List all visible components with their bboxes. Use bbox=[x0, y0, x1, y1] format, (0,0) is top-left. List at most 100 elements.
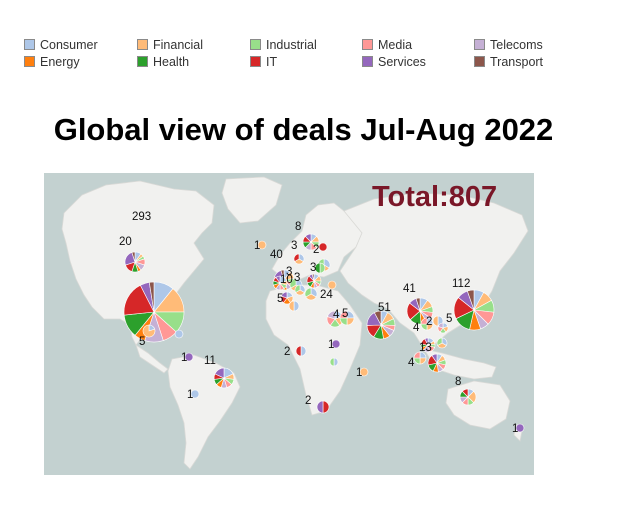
count-label-india: 41 bbox=[403, 283, 416, 295]
pie-slice-transport[interactable] bbox=[415, 297, 421, 312]
pie-slice-industrial[interactable] bbox=[304, 287, 312, 298]
count-label-singapore: 13 bbox=[419, 342, 432, 354]
legend-item-consumer[interactable]: Consumer bbox=[24, 36, 137, 53]
pie-slice-media[interactable] bbox=[339, 310, 348, 319]
legend-item-telecoms[interactable]: Telecoms bbox=[474, 36, 586, 53]
pie-switzerland[interactable] bbox=[294, 284, 306, 296]
count-label-china: 112 bbox=[452, 278, 470, 290]
pie-slice-services[interactable] bbox=[431, 353, 438, 364]
pie-east-africa[interactable] bbox=[331, 339, 341, 349]
pie-slice-industrial[interactable] bbox=[289, 278, 297, 289]
pie-slice-health[interactable] bbox=[314, 262, 321, 274]
pie-spain[interactable] bbox=[280, 291, 294, 305]
pie-chile[interactable] bbox=[190, 389, 200, 399]
pie-slice-services[interactable] bbox=[280, 291, 288, 299]
count-label-canada: 20 bbox=[119, 236, 132, 248]
pie-iceland[interactable] bbox=[257, 240, 267, 250]
pie-philippines[interactable] bbox=[436, 337, 448, 349]
legend-item-it[interactable]: IT bbox=[250, 53, 362, 70]
pie-slice-industrial[interactable] bbox=[294, 284, 301, 293]
pie-indonesia[interactable] bbox=[427, 353, 447, 373]
pie-slice-financial[interactable] bbox=[432, 315, 439, 327]
pie-slice-media[interactable] bbox=[420, 317, 428, 325]
pie-caribbean[interactable] bbox=[174, 329, 184, 339]
pie-israel[interactable] bbox=[326, 310, 344, 328]
pie-slice-it[interactable] bbox=[295, 345, 302, 357]
pie-canada[interactable] bbox=[124, 251, 146, 273]
pie-new-zealand[interactable] bbox=[515, 423, 525, 433]
pie-slice-it[interactable] bbox=[318, 242, 328, 252]
pie-france[interactable] bbox=[272, 275, 288, 291]
pie-slice-services[interactable] bbox=[184, 352, 194, 362]
pie-south-africa[interactable] bbox=[316, 400, 330, 414]
pie-slice-financial[interactable] bbox=[359, 367, 369, 377]
pie-slice-consumer[interactable] bbox=[190, 389, 200, 399]
legend-item-services[interactable]: Services bbox=[362, 53, 474, 70]
pie-slice-financial[interactable] bbox=[257, 240, 267, 250]
deal-pies[interactable] bbox=[123, 233, 525, 433]
pie-slice-transport[interactable] bbox=[373, 310, 382, 326]
pie-slice-services[interactable] bbox=[424, 337, 429, 346]
pie-slice-services[interactable] bbox=[316, 400, 324, 414]
pie-italy[interactable] bbox=[304, 287, 318, 301]
pie-ireland[interactable] bbox=[293, 253, 305, 265]
count-label-norway: 2 bbox=[313, 244, 319, 256]
pie-nordics[interactable] bbox=[302, 233, 320, 251]
pie-saudi[interactable] bbox=[339, 310, 355, 326]
pie-slice-financial[interactable] bbox=[327, 280, 337, 290]
legend-item-health[interactable]: Health bbox=[137, 53, 250, 70]
central-america-landmass bbox=[135, 344, 169, 374]
legend-item-energy[interactable]: Energy bbox=[24, 53, 137, 70]
pie-china[interactable] bbox=[453, 289, 495, 331]
pie-slice-services[interactable] bbox=[304, 233, 312, 243]
pie-slice-financial[interactable] bbox=[142, 324, 156, 338]
pie-slice-telecoms[interactable] bbox=[437, 322, 444, 329]
count-label-uae: 51 bbox=[378, 302, 391, 314]
pie-west-africa[interactable] bbox=[295, 345, 307, 357]
pie-australia[interactable] bbox=[459, 388, 477, 406]
pie-colombia[interactable] bbox=[184, 352, 194, 362]
pie-slice-financial[interactable] bbox=[288, 300, 295, 312]
pie-norway[interactable] bbox=[318, 242, 328, 252]
pie-portugal[interactable] bbox=[288, 300, 300, 312]
pie-slice-transport[interactable] bbox=[131, 251, 136, 263]
pie-tanzania[interactable] bbox=[329, 357, 339, 367]
legend: Consumer Financial Industrial Media Telecoms… bbox=[24, 36, 624, 70]
pie-germany[interactable] bbox=[306, 273, 322, 289]
pie-singapore[interactable] bbox=[420, 337, 436, 353]
pie-slice-services[interactable] bbox=[515, 423, 525, 433]
pie-slice-transport[interactable] bbox=[467, 289, 475, 311]
greenland-landmass bbox=[221, 176, 283, 224]
pie-slice-services[interactable] bbox=[214, 367, 225, 379]
legend-item-media[interactable]: Media bbox=[362, 36, 474, 53]
deal-map[interactable]: 293 20 5 1 11 1 1 40 3 10 5 3 24 3 8 2 3 5 4 51 2 1 1 2 41 112 4 2 5… bbox=[44, 173, 534, 475]
pie-taiwan[interactable] bbox=[437, 322, 449, 334]
pie-uae[interactable] bbox=[366, 310, 396, 340]
pie-slice-it[interactable] bbox=[293, 253, 300, 262]
pie-slice-industrial[interactable] bbox=[436, 337, 443, 346]
pie-greece[interactable] bbox=[327, 280, 337, 290]
pie-slice-services[interactable] bbox=[275, 275, 281, 284]
pie-malaysia[interactable] bbox=[413, 351, 427, 365]
legend-item-transport[interactable]: Transport bbox=[474, 53, 586, 70]
pie-slice-industrial[interactable] bbox=[329, 357, 335, 367]
pie-slice-consumer[interactable] bbox=[174, 329, 184, 339]
pie-slice-telecoms[interactable] bbox=[327, 310, 336, 320]
count-label-taiwan: 5 bbox=[446, 313, 452, 325]
pie-brazil[interactable] bbox=[213, 367, 235, 389]
pie-slice-media[interactable] bbox=[413, 351, 421, 359]
pie-slice-it[interactable] bbox=[461, 388, 469, 398]
pie-mexico[interactable] bbox=[142, 324, 156, 338]
legend-item-industrial[interactable]: Industrial bbox=[250, 36, 362, 53]
pie-slice-it[interactable] bbox=[322, 400, 330, 414]
pie-southeast-asia-n[interactable] bbox=[420, 317, 434, 331]
pie-slice-transport[interactable] bbox=[311, 273, 315, 282]
legend-label: Media bbox=[378, 37, 413, 52]
pie-slice-services[interactable] bbox=[331, 339, 341, 349]
pie-slice-transport[interactable] bbox=[148, 281, 155, 313]
pie-baltics[interactable] bbox=[314, 262, 326, 274]
legend-item-financial[interactable]: Financial bbox=[137, 36, 250, 53]
pie-madagascar[interactable] bbox=[359, 367, 369, 377]
pie-usa[interactable] bbox=[123, 281, 185, 343]
